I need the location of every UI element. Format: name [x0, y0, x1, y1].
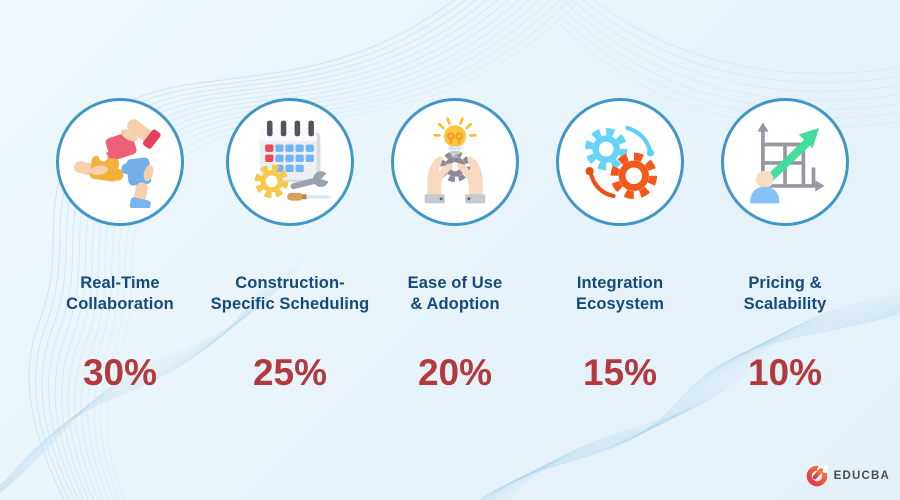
feature-label-line1: Construction- [235, 274, 345, 292]
feature-construction-specific-scheduling: Construction- Specific Scheduling 25% [195, 98, 385, 391]
feature-percent: 25% [252, 352, 328, 393]
feature-label-line1: Pricing & [748, 274, 822, 292]
hands-bulb-gear-icon [391, 98, 519, 226]
feature-label-line2: Ecosystem [575, 295, 665, 313]
feature-label: Ease of Use & Adoption [408, 273, 503, 315]
feature-label-line1: Integration [576, 274, 664, 292]
growth-chart-person-icon [721, 98, 849, 226]
feature-label: Integration Ecosystem [576, 273, 664, 315]
feature-label-line2: & Adoption [410, 295, 500, 313]
feature-integration-ecosystem: Integration Ecosystem 15% [525, 98, 715, 391]
feature-label-line1: Real-Time [80, 274, 160, 292]
feature-percent: 30% [82, 352, 158, 393]
feature-label: Pricing & Scalability [744, 273, 827, 315]
feature-label-line1: Ease of Use [407, 274, 503, 292]
feature-percent: 20% [417, 352, 493, 393]
feature-label-line2: Specific Scheduling [210, 295, 370, 313]
educba-swirl-icon [806, 465, 828, 487]
feature-percent: 15% [582, 352, 658, 393]
calendar-gear-wrench-icon [226, 98, 354, 226]
feature-pricing-scalability: Pricing & Scalability 10% [690, 98, 880, 391]
educba-logo: EDUCBA [806, 465, 890, 487]
feature-label-line2: Collaboration [66, 295, 174, 313]
gears-sync-icon [556, 98, 684, 226]
feature-percent: 10% [747, 352, 823, 393]
puzzle-hands-icon [56, 98, 184, 226]
feature-ease-of-use-adoption: Ease of Use & Adoption 20% [360, 98, 550, 391]
feature-label: Construction- Specific Scheduling [211, 273, 370, 315]
educba-wordmark: EDUCBA [833, 470, 890, 482]
feature-label-line2: Scalability [743, 295, 827, 313]
feature-label: Real-Time Collaboration [66, 273, 174, 315]
feature-real-time-collaboration: Real-Time Collaboration 30% [25, 98, 215, 391]
